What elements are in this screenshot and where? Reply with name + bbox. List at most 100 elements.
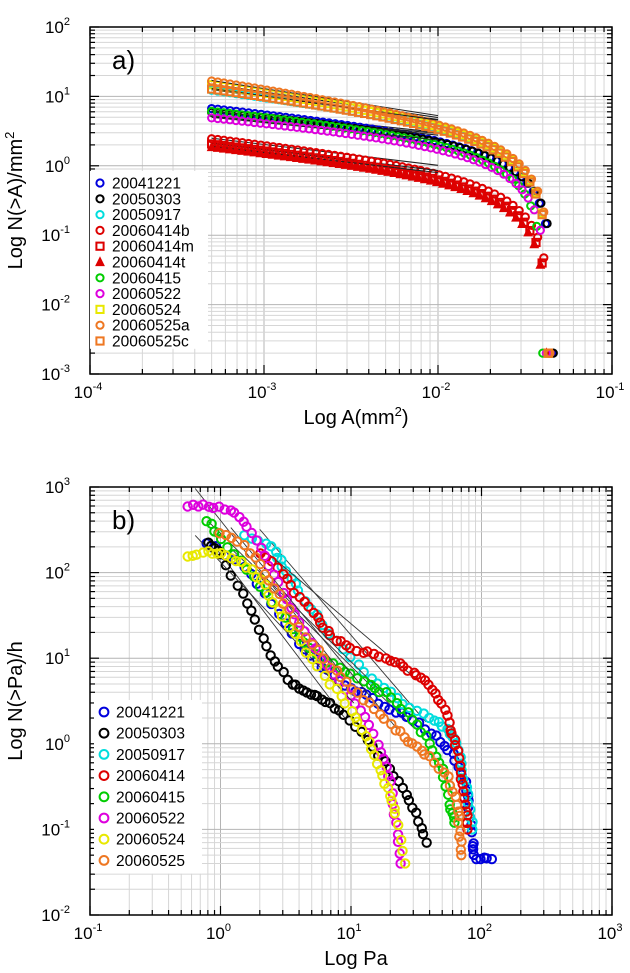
data-point (505, 173, 515, 184)
data-point (424, 712, 435, 724)
data-point (440, 704, 451, 715)
y-tick-label: 101 (45, 647, 70, 668)
x-tick-label: 10-1 (596, 381, 625, 402)
legend-marker (95, 194, 105, 204)
data-point (230, 555, 242, 567)
data-point (360, 108, 370, 119)
data-point (390, 114, 400, 125)
data-point (427, 123, 437, 133)
data-point (331, 635, 342, 647)
data-point (363, 719, 375, 731)
data-point (457, 778, 468, 790)
data-point (444, 780, 456, 791)
data-point (523, 226, 534, 237)
data-point (358, 161, 369, 172)
data-point (243, 89, 253, 100)
data-point (505, 206, 515, 217)
data-point (254, 581, 266, 592)
data-point (444, 179, 454, 190)
legend-label: 20060414m (112, 239, 194, 256)
data-point (439, 126, 449, 136)
data-point (307, 639, 318, 650)
data-point (307, 653, 318, 665)
legend-marker (98, 833, 110, 845)
data-point (273, 120, 284, 130)
legend-label: 20050917 (116, 747, 185, 764)
data-point (187, 499, 199, 510)
data-point (313, 612, 324, 623)
data-point (255, 558, 266, 570)
data-point (359, 131, 369, 141)
legend-marker (95, 225, 105, 235)
data-point (359, 711, 371, 723)
data-point (419, 173, 430, 184)
y-tick-label: 100 (45, 155, 70, 176)
data-point (311, 661, 323, 672)
data-point (267, 597, 278, 608)
data-point (327, 121, 337, 131)
legend-label: 20050917 (112, 207, 181, 224)
data-point (193, 501, 204, 512)
data-point (316, 155, 327, 166)
data-point (311, 100, 321, 110)
data-point (218, 142, 229, 153)
legend-marker (98, 855, 110, 866)
x-tick-label: 103 (597, 922, 622, 943)
legend-marker (95, 256, 105, 267)
data-point (378, 112, 388, 122)
data-point (456, 183, 467, 193)
x-axis-label: Log Pa (324, 948, 388, 970)
data-point (197, 499, 209, 510)
data-point (255, 147, 266, 158)
data-point (417, 828, 429, 840)
data-point (247, 564, 258, 575)
legend-marker (95, 178, 105, 188)
data-point (539, 253, 549, 263)
data-point (340, 128, 351, 139)
data-point (249, 146, 260, 157)
data-point (284, 622, 295, 633)
legend-marker (95, 241, 105, 251)
data-point (389, 657, 401, 668)
data-point (390, 725, 401, 736)
data-point (213, 501, 225, 512)
x-tick-label: 10-2 (422, 381, 451, 402)
data-point (437, 772, 449, 783)
data-point (535, 258, 546, 269)
legend-label: 20050303 (116, 726, 185, 743)
data-point (395, 658, 406, 669)
legend-label: 20060525a (112, 318, 190, 335)
data-point (455, 774, 467, 785)
data-point (416, 822, 427, 834)
data-point (334, 128, 345, 138)
panel-b-chart: 10-1 100 101 102 10310-210-1100101102103Log … (5, 476, 623, 970)
data-point (273, 114, 283, 124)
data-point (455, 825, 466, 837)
data-point (537, 210, 547, 220)
data-point (352, 161, 363, 171)
data-point (347, 129, 357, 139)
data-point (240, 562, 252, 573)
data-point (389, 167, 400, 178)
x-tick-label: 100 (206, 922, 231, 943)
data-point (274, 588, 285, 600)
data-point (249, 90, 260, 100)
data-point (415, 120, 425, 130)
legend: 20041221 20050303 20050917 20060414 20060415… (94, 700, 202, 874)
data-point (385, 686, 397, 697)
data-point (371, 133, 381, 143)
data-point (304, 153, 314, 164)
x-tick-label: 10-3 (248, 381, 277, 402)
legend-marker (98, 749, 110, 760)
x-tick-label: 10-1 (74, 922, 103, 943)
legend-label: 20041221 (116, 705, 185, 722)
data-point (237, 88, 247, 99)
data-point (338, 709, 349, 721)
data-point (263, 575, 274, 586)
data-point (206, 141, 217, 152)
series-20060522 (207, 113, 552, 358)
data-point (243, 145, 254, 156)
data-point (220, 529, 232, 541)
data-point (373, 686, 385, 698)
